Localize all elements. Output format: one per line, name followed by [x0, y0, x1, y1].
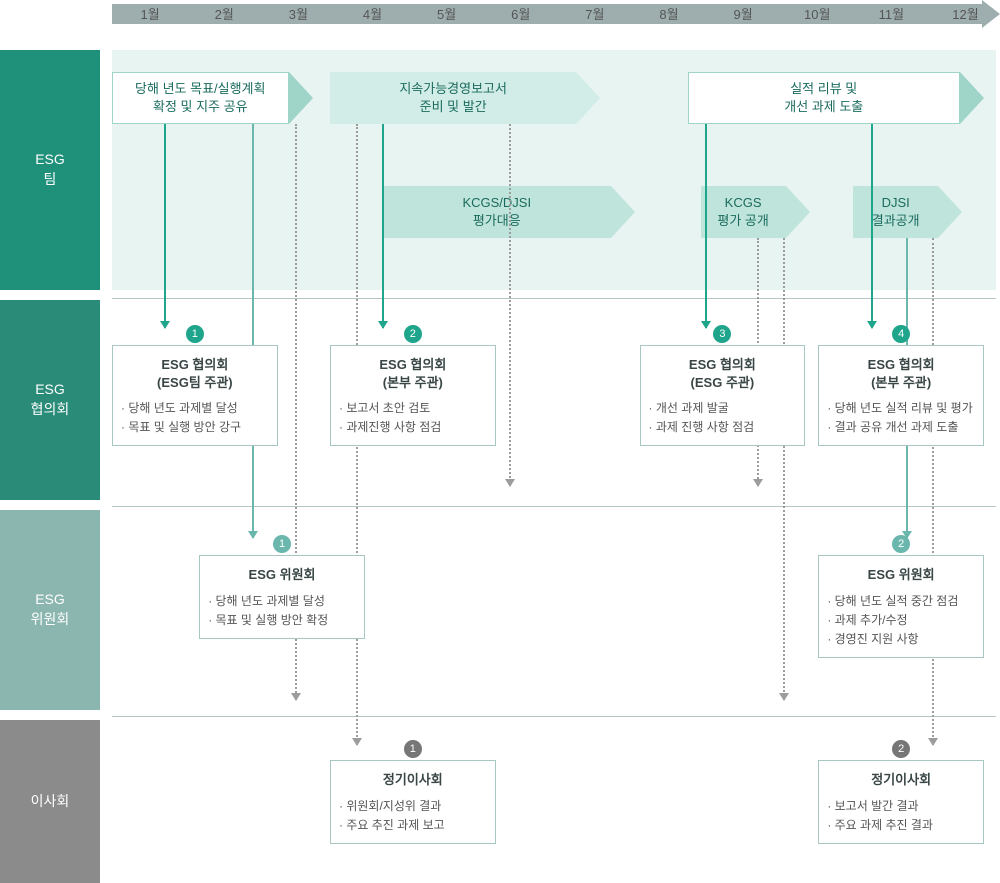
- swimlane-divider: [112, 506, 996, 507]
- meeting-bullet: · 당해 년도 과제별 달성: [121, 399, 269, 418]
- month-label: 2월: [215, 4, 234, 23]
- meeting-bullet: · 과제진행 사항 점검: [339, 418, 487, 437]
- step-number-badge: 3: [713, 325, 731, 343]
- meeting-bullet: · 위원회/지성위 결과: [339, 797, 487, 816]
- step-number-badge: 1: [186, 325, 204, 343]
- meeting-title: ESG 위원회: [208, 566, 356, 584]
- meeting-box: ESG 위원회 · 당해 년도 실적 중간 점검· 과제 추가/수정· 경영진 지…: [818, 555, 984, 658]
- meeting-bullet: · 경영진 지원 사항: [827, 630, 975, 649]
- swimlane-label-team: ESG 팀: [0, 50, 100, 290]
- meeting-box: ESG 위원회 · 당해 년도 과제별 달성· 목표 및 실행 방안 확정: [199, 555, 365, 639]
- meeting-box: ESG 협의회 (ESG팀 주관) · 당해 년도 과제별 달성· 목표 및 실행…: [112, 345, 278, 446]
- month-label: 10월: [804, 4, 830, 23]
- activity-band: 지속가능경영보고서 준비 및 발간: [330, 72, 600, 124]
- meeting-bullet: · 과제 추가/수정: [827, 611, 975, 630]
- month-label: 6월: [511, 4, 530, 23]
- month-label: 9월: [734, 4, 753, 23]
- meeting-title: ESG 협의회 (ESG팀 주관): [121, 356, 269, 391]
- meeting-bullet: · 개선 과제 발굴: [649, 399, 797, 418]
- content-area: 1월 2월 3월 4월 5월 6월 7월 8월 9월 10월 11월 12월 당해 년도 목표/실행계…: [100, 0, 1000, 883]
- activity-band: 당해 년도 목표/실행계획 확정 및 지주 공유: [112, 72, 313, 124]
- meeting-bullet: · 당해 년도 실적 중간 점검: [827, 592, 975, 611]
- diagram-root: ESG 팀ESG 협의회ESG 위원회이사회 1월2월3월4월5월6월7월8월9…: [0, 0, 1000, 883]
- month-label: 1월: [141, 4, 160, 23]
- meeting-bullet: · 결과 공유 개선 과제 도출: [827, 418, 975, 437]
- meeting-bullet: · 당해 년도 과제별 달성: [208, 592, 356, 611]
- step-number-badge: 4: [892, 325, 910, 343]
- timeline-bar: [112, 4, 982, 24]
- month-label: 7월: [585, 4, 604, 23]
- meeting-bullet: · 주요 추진 과제 보고: [339, 816, 487, 835]
- meeting-bullet: · 목표 및 실행 방안 강구: [121, 418, 269, 437]
- meeting-box: ESG 협의회 (ESG 주관) · 개선 과제 발굴· 과제 진행 사항 점검: [640, 345, 806, 446]
- swimlane-label-board: 이사회: [0, 720, 100, 883]
- meeting-title: 정기이사회: [339, 771, 487, 789]
- month-label: 12월: [952, 4, 978, 23]
- meeting-box: ESG 협의회 (본부 주관) · 보고서 초안 검토· 과제진행 사항 점검: [330, 345, 496, 446]
- step-number-badge: 1: [404, 740, 422, 758]
- swimlane-sidebar: ESG 팀ESG 협의회ESG 위원회이사회: [0, 0, 100, 883]
- meeting-bullet: · 당해 년도 실적 리뷰 및 평가: [827, 399, 975, 418]
- meeting-title: 정기이사회: [827, 771, 975, 789]
- activity-band: 실적 리뷰 및 개선 과제 도출: [688, 72, 984, 124]
- month-label: 8월: [659, 4, 678, 23]
- meeting-bullet: · 보고서 발간 결과: [827, 797, 975, 816]
- timeline-arrowhead-icon: [982, 0, 1000, 28]
- meeting-bullet: · 주요 과제 추진 결과: [827, 816, 975, 835]
- meeting-box: ESG 협의회 (본부 주관) · 당해 년도 실적 리뷰 및 평가· 결과 공유…: [818, 345, 984, 446]
- meeting-box: 정기이사회 · 보고서 발간 결과· 주요 과제 추진 결과: [818, 760, 984, 844]
- meeting-title: ESG 협의회 (ESG 주관): [649, 356, 797, 391]
- activity-band: DJSI 결과공개: [853, 186, 962, 238]
- swimlane-label-committee: ESG 위원회: [0, 510, 100, 710]
- step-number-badge: 2: [892, 740, 910, 758]
- step-number-badge: 2: [892, 535, 910, 553]
- activity-band: KCGS 평가 공개: [701, 186, 810, 238]
- month-label: 11월: [879, 4, 904, 23]
- month-label: 3월: [289, 4, 308, 23]
- meeting-box: 정기이사회 · 위원회/지성위 결과· 주요 추진 과제 보고: [330, 760, 496, 844]
- meeting-title: ESG 협의회 (본부 주관): [339, 356, 487, 391]
- meeting-bullet: · 과제 진행 사항 점검: [649, 418, 797, 437]
- meeting-title: ESG 협의회 (본부 주관): [827, 356, 975, 391]
- meeting-bullet: · 보고서 초안 검토: [339, 399, 487, 418]
- swimlane-label-council: ESG 협의회: [0, 300, 100, 500]
- swimlane-divider: [112, 716, 996, 717]
- month-label: 5월: [437, 4, 456, 23]
- meeting-title: ESG 위원회: [827, 566, 975, 584]
- step-number-badge: 2: [404, 325, 422, 343]
- meeting-bullet: · 목표 및 실행 방안 확정: [208, 611, 356, 630]
- timeline-header: 1월 2월 3월 4월 5월 6월 7월 8월 9월 10월 11월 12월: [112, 0, 1000, 28]
- month-label: 4월: [363, 4, 382, 23]
- swimlane-divider: [112, 298, 996, 299]
- step-number-badge: 1: [273, 535, 291, 553]
